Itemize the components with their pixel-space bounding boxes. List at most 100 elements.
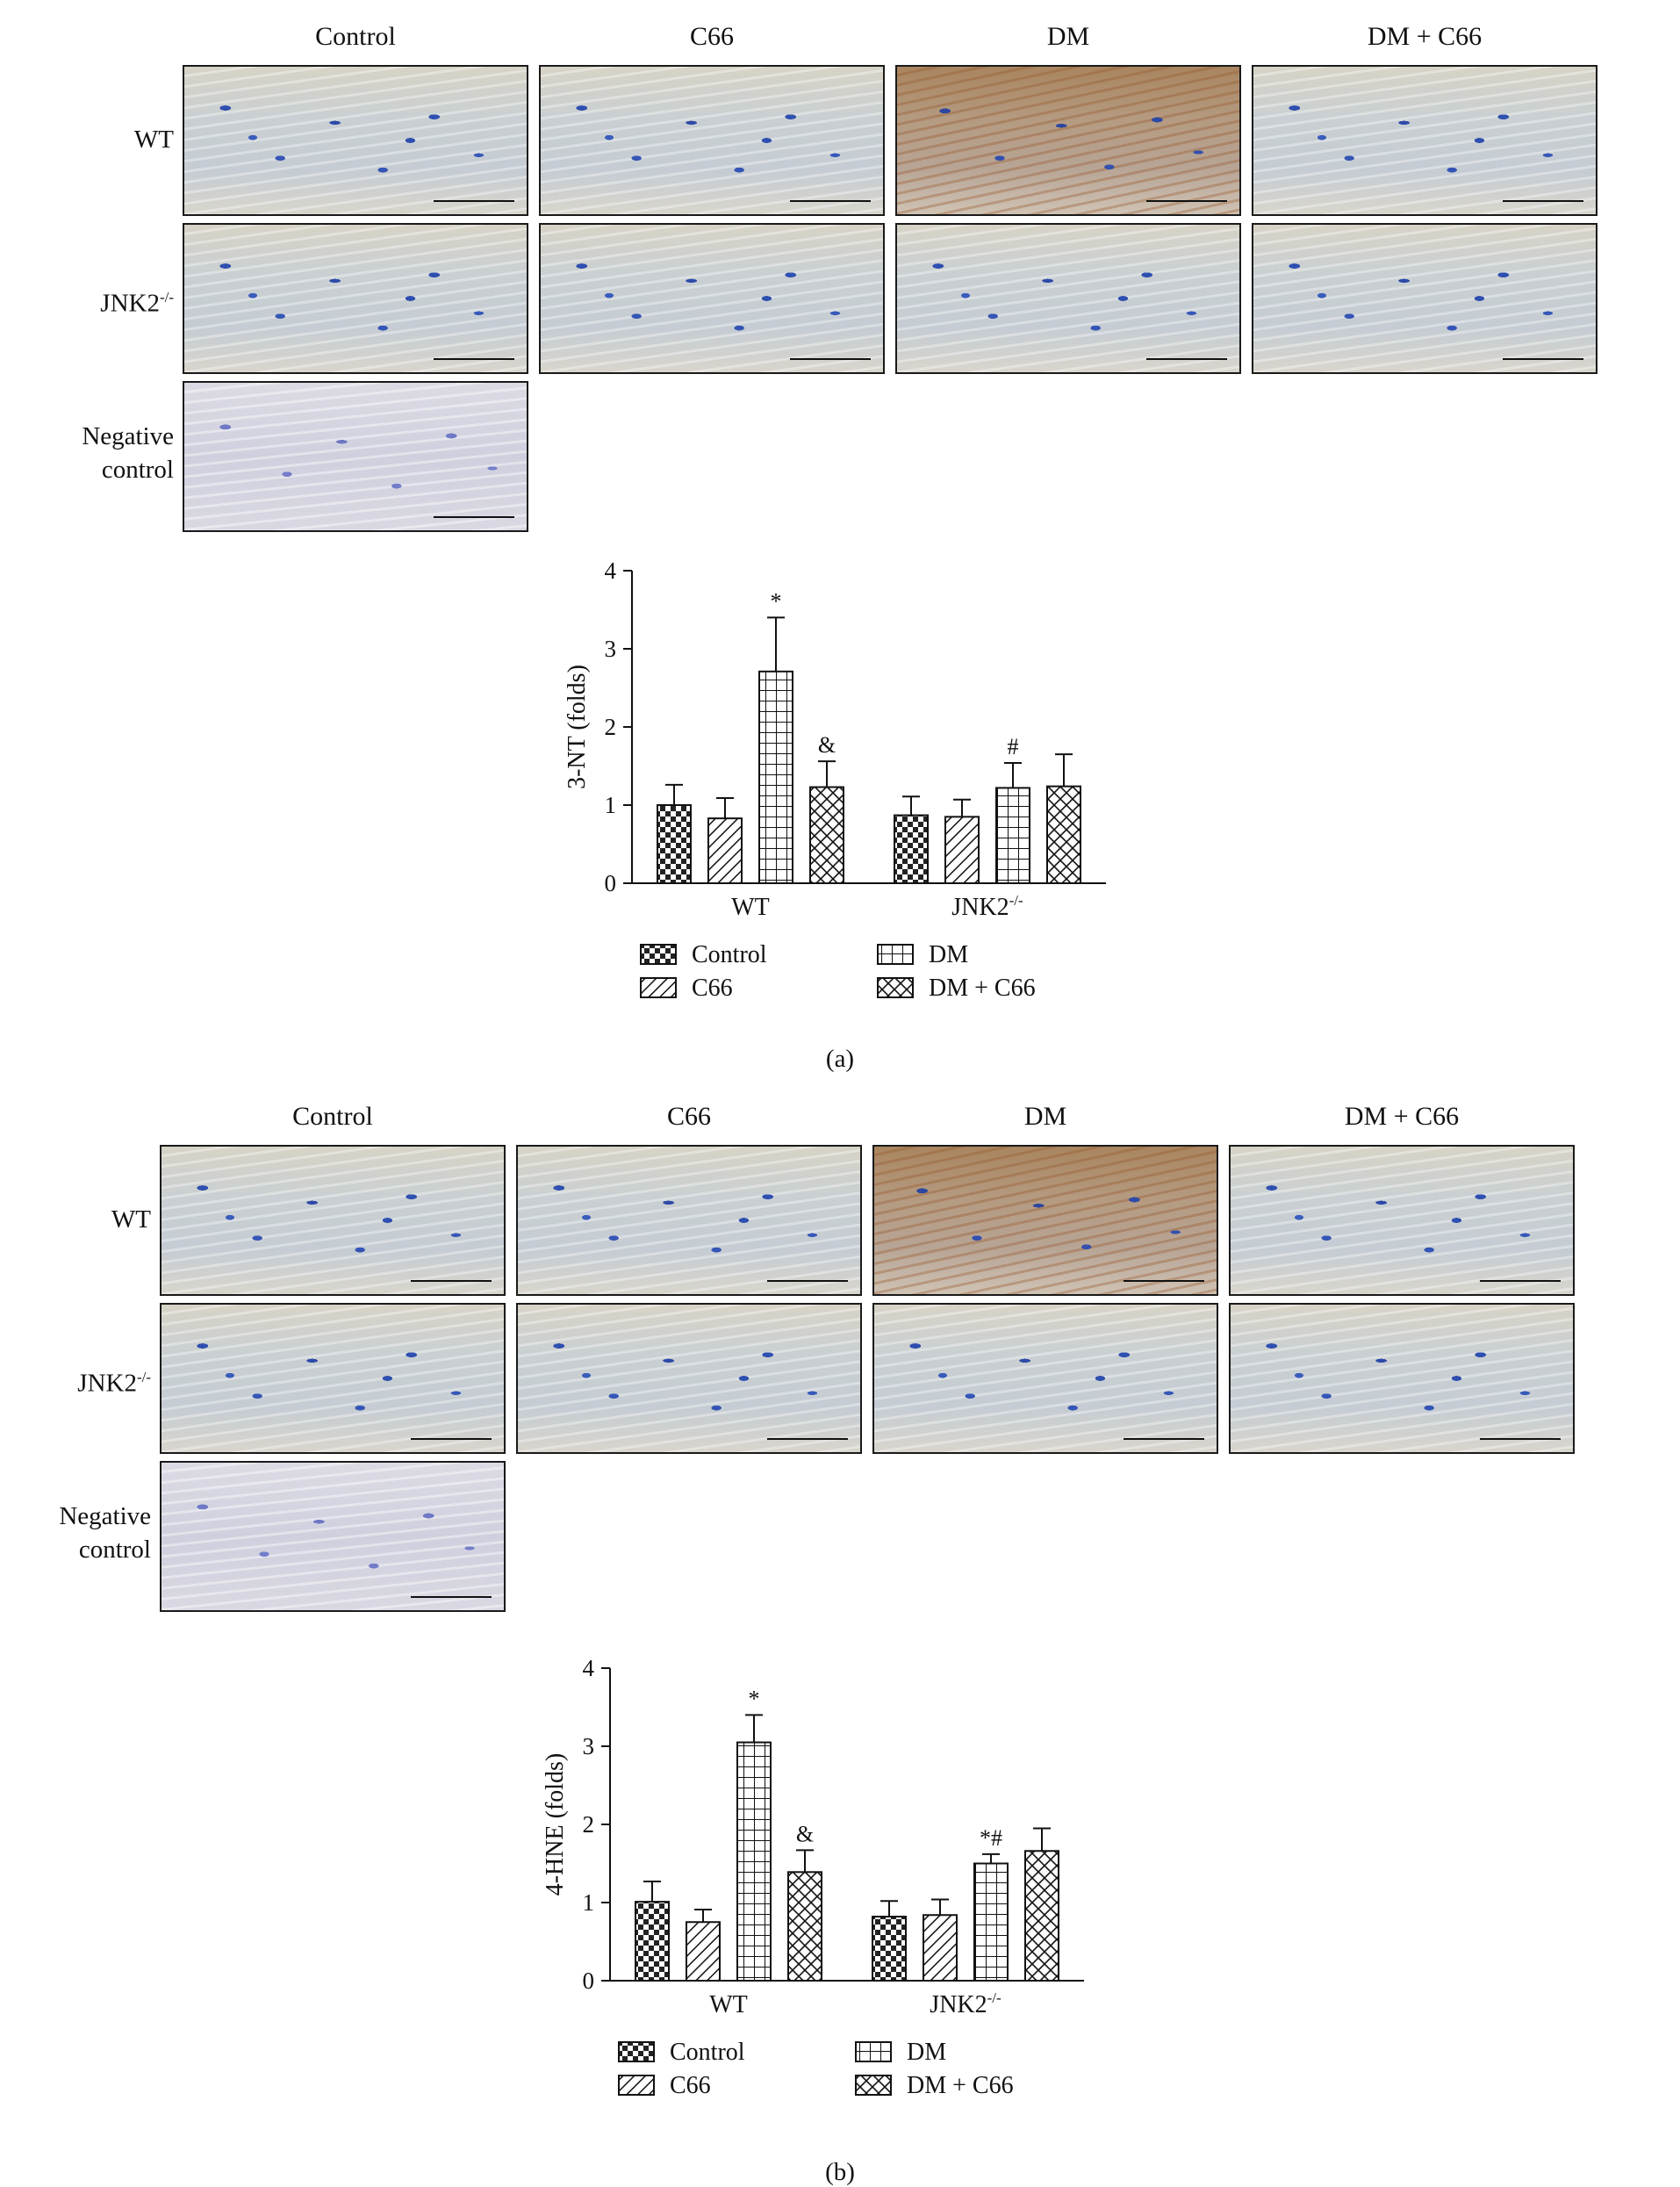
panel-caption-a: (a)	[825, 1045, 855, 1073]
bar-jnk2-dm	[995, 787, 1030, 885]
micrograph-wt-dm-c66	[1229, 1145, 1575, 1296]
col-title-c66: C66	[689, 22, 734, 51]
scale-bar	[790, 200, 871, 202]
significance-marker: *#	[980, 1825, 1002, 1851]
legend-swatch-dm-c66	[877, 977, 914, 998]
micrograph-wt-dm	[872, 1145, 1218, 1296]
y-tick-label: 0	[583, 1968, 595, 1994]
y-tick-label: 1	[583, 1889, 595, 1916]
micrograph-jnk2-control	[160, 1303, 506, 1454]
significance-marker: *	[749, 1686, 760, 1711]
row-label-negative-control: Negative control	[82, 422, 174, 484]
legend-swatch-control	[618, 2041, 655, 2062]
chart-legend: Control C66 DM DM + C66	[640, 941, 1036, 1002]
row-label-wt: WT	[111, 1205, 151, 1234]
scale-bar	[1480, 1438, 1561, 1440]
x-tick-label: WT	[731, 894, 770, 921]
col-title-dm-c66: DM + C66	[1344, 1102, 1460, 1131]
x-tick-label: WT	[709, 1991, 748, 2018]
scale-bar	[434, 200, 514, 202]
y-axis-label: 4-HNE (folds)	[542, 1753, 569, 1896]
col-title-dm-c66: DM + C66	[1367, 22, 1483, 51]
micrograph-wt-dm	[895, 65, 1241, 216]
micrograph-jnk2-dm-c66	[1229, 1303, 1575, 1454]
significance-marker: *	[771, 588, 782, 614]
significance-marker: #	[1008, 734, 1019, 759]
y-axis-label: 3-NT (folds)	[564, 665, 591, 789]
bar-jnk2-dm-c66	[1024, 1850, 1059, 1982]
legend-label-control: Control	[670, 2039, 745, 2066]
scale-bar	[1124, 1280, 1204, 1282]
x-tick-label: JNK2-/-	[951, 892, 1023, 921]
scale-bar	[767, 1438, 848, 1440]
bar-wt-control	[635, 1901, 670, 1982]
legend-label-dm: DM	[929, 941, 968, 968]
micrograph-wt-dm-c66	[1252, 65, 1597, 216]
scale-bar	[1124, 1438, 1204, 1440]
legend-swatch-dm-c66	[855, 2075, 892, 2096]
micrograph-wt-control	[183, 65, 528, 216]
row-label-negative-control: Negative control	[59, 1502, 151, 1564]
legend-swatch-c66	[618, 2075, 655, 2096]
scale-bar	[411, 1596, 492, 1598]
legend-swatch-dm	[855, 2041, 892, 2062]
micrograph-negative-control	[183, 381, 528, 532]
significance-marker: &	[796, 1821, 814, 1846]
bar-jnk2-c66	[923, 1914, 958, 1982]
bar-jnk2-control	[894, 814, 929, 885]
legend-swatch-control	[640, 944, 677, 965]
scale-bar	[411, 1438, 492, 1440]
bar-jnk2-c66	[944, 816, 980, 885]
scale-bar	[1480, 1280, 1561, 1282]
micrograph-jnk2-c66	[516, 1303, 862, 1454]
bar-wt-dm	[758, 670, 793, 884]
bar-jnk2-dm	[973, 1862, 1009, 1982]
col-title-control: Control	[292, 1102, 373, 1131]
y-tick-label: 4	[583, 1655, 595, 1681]
micrograph-jnk2-c66	[539, 223, 885, 374]
bar-wt-dm-c66	[787, 1871, 822, 1982]
y-tick-label: 3	[605, 636, 617, 662]
y-tick-label: 0	[605, 870, 617, 896]
legend-label-dm: DM	[907, 2039, 946, 2066]
micrograph-wt-c66	[539, 65, 885, 216]
scale-bar	[434, 358, 514, 360]
chart-svg: 0 1 2 3 4 4-HNE (folds) * & WT *# JNK2-/- Control C6…	[542, 1655, 1084, 2099]
legend-label-c66: C66	[692, 975, 733, 1002]
micrograph-wt-c66	[516, 1145, 862, 1296]
scale-bar	[1146, 200, 1227, 202]
y-tick-label: 3	[583, 1733, 595, 1759]
panel-caption-b: (b)	[825, 2158, 855, 2186]
bar-chart-3nt: 0 1 2 3 4 3-NT (folds) * & WT # JNK2-/- Control C66 D…	[544, 553, 1159, 1045]
col-title-control: Control	[315, 22, 396, 51]
legend-label-control: Control	[692, 941, 767, 968]
micrograph-jnk2-dm-c66	[1252, 223, 1597, 374]
significance-marker: &	[818, 732, 836, 758]
micrograph-jnk2-dm	[895, 223, 1241, 374]
figure-panel-b: Control C66 DM DM + C66 WT JNK2-/- Negat…	[0, 1080, 1680, 2186]
legend-label-dm-c66: DM + C66	[929, 975, 1036, 1002]
row-label-jnk2: JNK2-/-	[100, 289, 174, 318]
scale-bar	[790, 358, 871, 360]
x-tick-label: JNK2-/-	[930, 1989, 1002, 2018]
legend-label-dm-c66: DM + C66	[907, 2072, 1014, 2099]
scale-bar	[1146, 358, 1227, 360]
scale-bar	[434, 516, 514, 518]
bar-jnk2-dm-c66	[1046, 785, 1081, 885]
micrograph-negative-control	[160, 1461, 506, 1612]
y-tick-label: 1	[605, 792, 617, 818]
micrograph-jnk2-control	[183, 223, 528, 374]
y-tick-label: 2	[583, 1811, 595, 1838]
row-label-wt: WT	[133, 126, 174, 154]
bar-wt-c66	[686, 1921, 721, 1982]
col-title-c66: C66	[666, 1102, 711, 1131]
bar-wt-dm	[736, 1741, 772, 1982]
bar-wt-dm-c66	[809, 786, 844, 884]
y-tick-label: 2	[605, 714, 617, 740]
row-label-jnk2: JNK2-/-	[77, 1369, 151, 1398]
micrograph-jnk2-dm	[872, 1303, 1218, 1454]
legend-label-c66: C66	[670, 2072, 711, 2099]
bar-jnk2-control	[872, 1916, 907, 1982]
legend-swatch-c66	[640, 977, 677, 998]
scale-bar	[1503, 200, 1583, 202]
